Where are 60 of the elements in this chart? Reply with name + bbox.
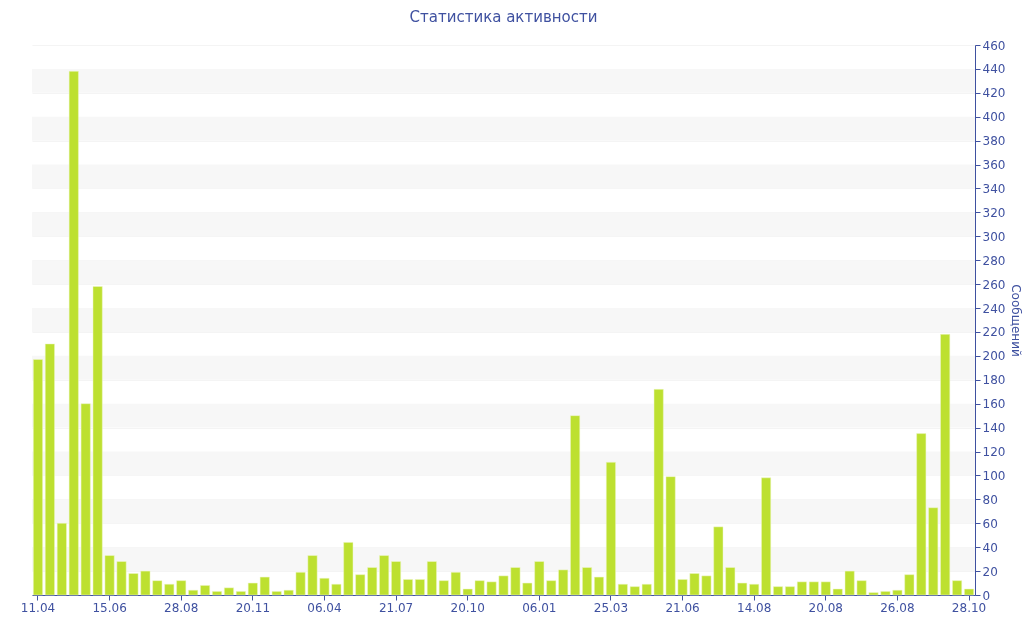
y-tick-label: 260 <box>982 277 1006 292</box>
x-tick-label: 06.01 <box>522 600 557 615</box>
bar <box>415 579 425 596</box>
y-tick-label: 20 <box>982 564 998 579</box>
x-tick-label: 28.10 <box>951 600 987 615</box>
y-tick-label: 380 <box>982 134 1006 149</box>
y-tick-label: 240 <box>982 301 1006 316</box>
bar <box>964 588 974 596</box>
bar <box>606 462 616 596</box>
chart-title: Статистика активности <box>409 8 598 26</box>
bar <box>797 581 807 596</box>
y-tick-label: 60 <box>982 516 998 531</box>
y-tick-label: 220 <box>982 325 1006 340</box>
y-tick-label: 400 <box>982 110 1006 125</box>
x-tick-label: 20.11 <box>235 600 271 615</box>
y-tick-label: 420 <box>982 86 1006 101</box>
x-tick-label: 26.08 <box>880 600 915 615</box>
x-tick-label: 21.06 <box>665 600 700 615</box>
x-tick-label: 25.03 <box>593 600 629 615</box>
x-tick-label: 21.07 <box>378 600 414 615</box>
y-tick-label: 140 <box>982 421 1006 436</box>
x-tick-label: 20.10 <box>450 600 485 615</box>
bar <box>33 359 43 596</box>
y-tick-label: 180 <box>982 373 1006 388</box>
y-tick-label: 340 <box>982 181 1006 196</box>
y-tick-label: 120 <box>982 445 1006 460</box>
y-tick-label: 160 <box>982 397 1006 412</box>
bar <box>403 579 413 596</box>
y-tick-label: 440 <box>982 62 1006 77</box>
bar <box>235 591 246 596</box>
y-tick-label: 280 <box>982 253 1006 268</box>
y-tick-label: 460 <box>982 38 1006 53</box>
bar <box>785 586 795 596</box>
y-axis-title: Сообщений <box>1009 284 1024 357</box>
y-tick-label: 100 <box>982 468 1006 483</box>
y-tick-label: 360 <box>982 158 1006 173</box>
y-tick-label: 40 <box>982 540 998 555</box>
bar <box>952 580 962 596</box>
x-tick-label: 20.08 <box>808 600 843 615</box>
bar <box>761 477 772 596</box>
y-tick-label: 0 <box>982 588 991 603</box>
x-tick-label: 14.08 <box>736 600 772 615</box>
x-tick-label: 11.04 <box>20 600 56 615</box>
bar <box>773 586 783 596</box>
bar <box>594 576 604 596</box>
bar <box>224 587 234 596</box>
bar <box>582 567 592 596</box>
bar <box>426 561 437 596</box>
bar <box>200 585 210 596</box>
bar <box>570 415 581 596</box>
x-tick-label: 15.06 <box>92 600 127 615</box>
y-tick-label: 80 <box>982 492 998 507</box>
bar <box>45 343 55 596</box>
bar <box>391 561 401 596</box>
x-tick-label: 06.04 <box>307 600 342 615</box>
y-tick-label: 320 <box>982 205 1006 220</box>
x-tick-label: 28.08 <box>164 600 199 615</box>
y-tick-label: 200 <box>982 349 1006 364</box>
bar <box>212 591 222 596</box>
y-tick-label: 300 <box>982 229 1006 244</box>
